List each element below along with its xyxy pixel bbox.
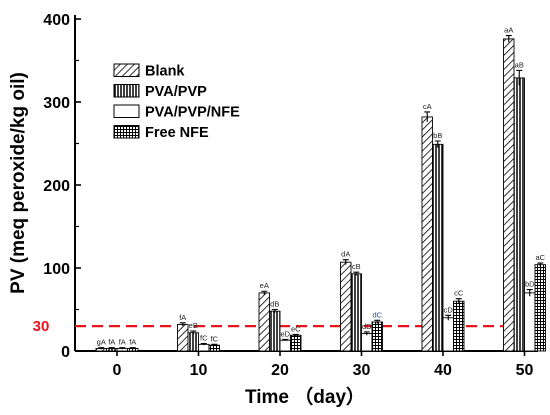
bar-annotation: fA	[108, 338, 115, 347]
x-ticks: 0102030405060	[113, 351, 534, 379]
y-tick-label: 0	[61, 344, 70, 361]
error-bar	[445, 314, 452, 321]
error-bar	[261, 290, 268, 295]
error-bar	[282, 338, 289, 342]
bar-annotation: bD	[525, 280, 535, 289]
error-bar	[537, 262, 544, 267]
y-tick-label: 100	[43, 261, 70, 278]
x-tick-label: 20	[271, 362, 289, 379]
error-bar	[271, 308, 278, 313]
error-bar	[516, 69, 523, 86]
bar-pva-pvp-nfe-40	[442, 317, 454, 352]
bar-blank-20	[258, 292, 270, 352]
legend-label: PVA/PVP/NFE	[145, 105, 240, 121]
legend-swatch	[113, 63, 140, 77]
bar-pva-pvp-40	[432, 143, 444, 352]
bar-annotation: bB	[433, 131, 442, 140]
bar-blank-30	[340, 261, 352, 352]
bar-annotation: fC	[200, 334, 208, 343]
bar-free-nfe-10	[208, 344, 220, 352]
bar-pva-pvp-30	[350, 273, 362, 352]
bar-blank-40	[421, 116, 433, 352]
error-bar	[292, 333, 299, 337]
bar-pva-pvp-10	[187, 332, 199, 352]
bar-blank-50	[503, 38, 515, 352]
bar-annotation: cB	[352, 262, 361, 271]
bar-pva-pvp-nfe-50	[524, 292, 536, 352]
error-bar	[342, 259, 349, 265]
x-tick-label: 0	[113, 362, 122, 379]
error-bar	[526, 289, 533, 297]
bars: gAfAeAdAcAaAbAfAeBdBcBbBaBaBfAfCeDdDcDbD…	[95, 26, 546, 352]
error-bar	[179, 322, 186, 327]
bar-annotation: dC	[372, 310, 382, 319]
legend-swatch	[113, 104, 140, 118]
bar-annotation: eA	[260, 281, 269, 290]
bar-pva-pvp-50	[513, 77, 525, 352]
bar-annotation: cC	[454, 289, 464, 298]
error-bar	[200, 342, 207, 346]
error-bar	[505, 35, 512, 43]
y-ticks: 0 100 200 300 400	[43, 12, 81, 361]
bar-annotation: fC	[211, 334, 219, 343]
bar-annotation: dA	[341, 250, 350, 259]
y-tick-label: 400	[43, 12, 70, 29]
x-axis-title: Time （day）	[245, 385, 365, 408]
bar-pva-pvp-nfe-20	[279, 339, 291, 352]
error-bar	[363, 331, 370, 336]
bar-annotation: eC	[291, 324, 301, 333]
legend-swatch	[113, 125, 140, 139]
y-tick-label: 300	[43, 95, 70, 112]
bar-annotation: eB	[189, 321, 198, 330]
bar-annotation: fA	[119, 338, 126, 347]
bar-pva-pvp-20	[269, 310, 281, 352]
error-bar	[129, 347, 136, 350]
legend: Blank PVA/PVP PVA/PVP/NFE Free NFE	[113, 63, 240, 141]
y-axis-title: PV (meq peroxide/kg oil)	[8, 72, 29, 294]
bar-annotation: cD	[444, 305, 454, 314]
error-bar	[119, 347, 126, 350]
error-bar	[434, 140, 441, 148]
bar-pva-pvp-nfe-30	[361, 333, 373, 352]
x-tick-label: 40	[434, 362, 452, 379]
bar-annotation: dD	[362, 322, 372, 331]
error-bar	[353, 271, 360, 276]
x-tick-label: 30	[353, 362, 371, 379]
error-bar	[424, 111, 431, 122]
bar-free-nfe-30	[371, 321, 383, 352]
legend-label: PVA/PVP	[145, 84, 207, 100]
bar-annotation: fA	[129, 338, 136, 347]
bar-blank-10	[177, 323, 189, 352]
bar-annotation: cA	[423, 102, 432, 111]
reference-line-label: 30	[33, 318, 50, 335]
bar-annotation: eD	[280, 329, 290, 338]
bar-free-nfe-50	[534, 264, 546, 352]
bar-free-nfe-20	[290, 334, 302, 352]
error-bar	[98, 347, 105, 350]
error-bar	[211, 343, 218, 347]
error-bar	[374, 319, 381, 324]
bar-annotation: aB	[515, 60, 524, 69]
bar-annotation: fA	[179, 313, 186, 322]
bar-annotation: dB	[270, 300, 279, 309]
bar-annotation: aC	[535, 253, 545, 262]
x-tick-label: 50	[516, 362, 534, 379]
bar-annotation: aA	[504, 26, 513, 35]
error-bar	[455, 298, 462, 304]
y-tick-label: 200	[43, 178, 70, 195]
legend-swatch	[113, 84, 140, 98]
x-tick-label: 10	[190, 362, 208, 379]
error-bar	[108, 347, 115, 350]
bar-pva-pvp-nfe-10	[198, 343, 210, 352]
legend-label: Free NFE	[145, 125, 209, 141]
bar-annotation: gA	[97, 338, 106, 347]
bar-free-nfe-40	[453, 300, 465, 352]
error-bar	[190, 330, 197, 335]
legend-label: Blank	[145, 64, 185, 80]
